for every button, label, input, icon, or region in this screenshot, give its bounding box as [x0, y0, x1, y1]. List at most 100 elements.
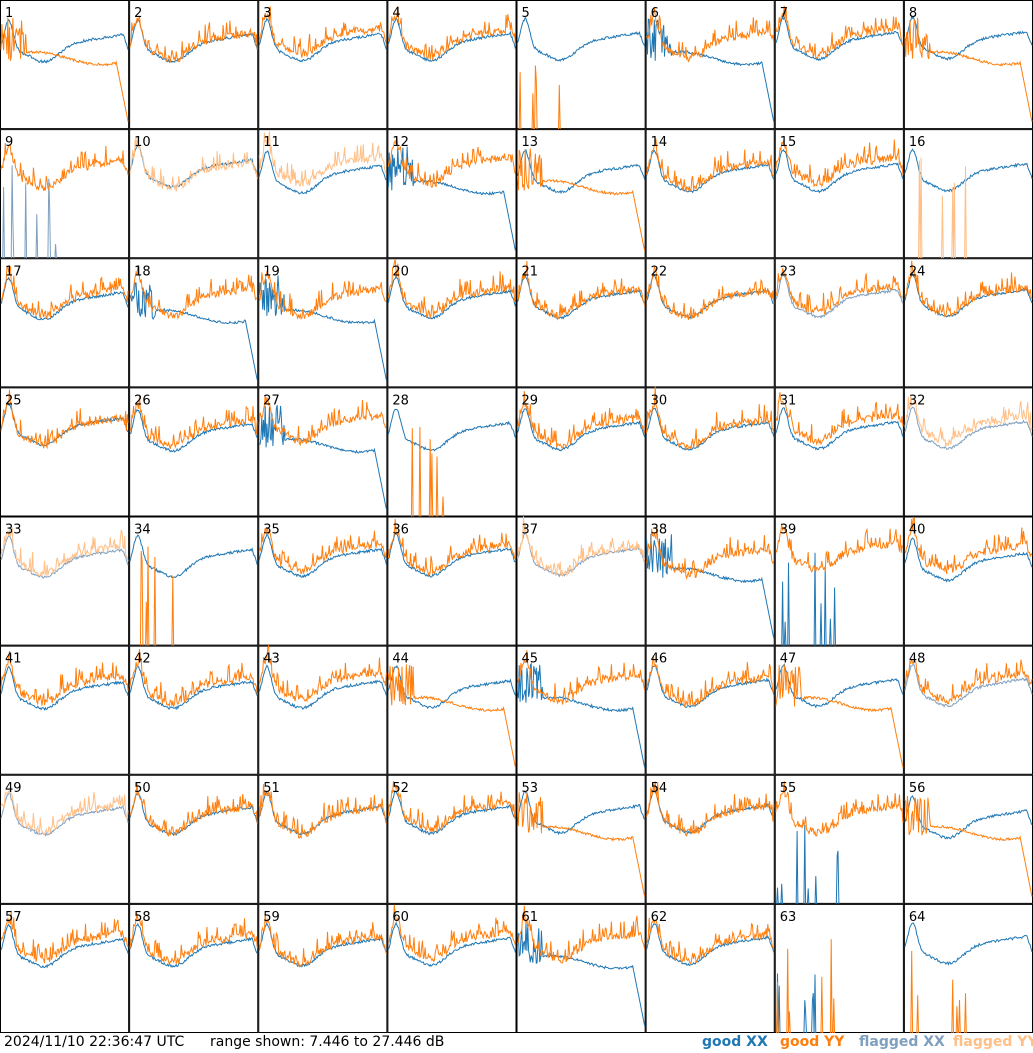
panel-frame [0, 645, 130, 775]
panel-20: 20 [387, 258, 517, 388]
panel-frame [645, 387, 775, 517]
panel-11: 11 [258, 129, 388, 259]
panel-label: 2 [134, 6, 142, 21]
xx-series [387, 921, 516, 967]
yy-series [258, 644, 387, 703]
panel-57: 57 [0, 903, 130, 1033]
yy-series [129, 649, 258, 708]
xx-series [517, 408, 646, 452]
xx-series [517, 662, 646, 768]
yy-series [0, 527, 129, 577]
panel-38: 38 [645, 516, 775, 646]
panel-36: 36 [387, 516, 517, 646]
yy-series [0, 650, 129, 706]
panel-frame [129, 0, 259, 130]
panel-21: 21 [516, 258, 646, 388]
panel-frame [645, 129, 775, 259]
panel-frame [129, 774, 259, 904]
panel-39: 39 [774, 516, 904, 648]
yy-series [904, 260, 1033, 318]
panel-51: 51 [258, 774, 388, 904]
panel-label: 34 [134, 523, 151, 538]
xx-series [904, 662, 1033, 708]
panel-frame [903, 645, 1033, 775]
yy-series [517, 390, 646, 449]
panel-26: 26 [129, 387, 259, 517]
panel-frame [387, 258, 517, 388]
panel-62: 62 [645, 903, 775, 1033]
panel-frame [129, 129, 259, 259]
panel-label: 32 [909, 393, 926, 408]
yy-series [0, 265, 129, 319]
panel-label: 64 [909, 910, 926, 925]
xx-series [129, 534, 258, 579]
panel-frame [129, 516, 259, 646]
xx-series [517, 922, 646, 1026]
panel-label: 61 [522, 910, 539, 925]
yy-series [904, 516, 1033, 574]
panel-12: 12 [387, 129, 517, 259]
yy-series [258, 6, 387, 58]
yy-series [775, 781, 904, 837]
panel-frame [0, 774, 130, 904]
panel-frame [903, 516, 1033, 646]
panel-frame [774, 258, 904, 388]
panel-label: 41 [5, 652, 22, 667]
xx-series [387, 146, 516, 252]
yy-series [646, 266, 775, 320]
panel-label: 49 [5, 781, 22, 796]
yy-series [387, 518, 516, 577]
panel-frame [258, 129, 388, 259]
yy-series [129, 394, 258, 450]
panel-label: 20 [392, 264, 409, 279]
xx-series [904, 15, 1033, 62]
yy-series [387, 137, 516, 189]
yy-series [129, 265, 258, 320]
panel-35: 35 [258, 516, 388, 646]
yy-series [904, 395, 1033, 447]
yy-series [775, 524, 904, 573]
yy-series [258, 784, 387, 839]
yy-series [0, 17, 129, 122]
yy-series [258, 913, 387, 968]
yy-series [646, 917, 775, 965]
panel-label: 12 [392, 135, 409, 150]
panel-49: 49 [0, 774, 130, 904]
xx-series [129, 282, 258, 381]
panel-46: 46 [645, 645, 775, 775]
panel-label: 30 [651, 393, 668, 408]
yy-series [646, 138, 775, 192]
panel-48: 48 [903, 645, 1033, 775]
panel-61: 61 [516, 903, 646, 1033]
panel-label: 7 [780, 6, 788, 21]
panel-52: 52 [387, 774, 517, 904]
panel-label: 9 [5, 135, 13, 150]
panel-23: 23 [774, 258, 904, 388]
xx-series [259, 404, 387, 510]
xx-series [646, 533, 775, 639]
xx-series [387, 532, 516, 578]
panel-frame [387, 0, 517, 130]
xx-series [517, 148, 646, 195]
xx-series [387, 408, 516, 452]
panel-label: 38 [651, 523, 668, 538]
xx-series [904, 922, 1033, 966]
yy-series [517, 650, 646, 705]
panel-label: 31 [780, 393, 797, 408]
yy-series [388, 904, 516, 963]
panel-19: 19 [258, 258, 388, 388]
panel-frame [129, 387, 259, 517]
legend-flagged-yy: flagged YY [953, 1034, 1033, 1050]
panel-24: 24 [903, 258, 1033, 388]
panel-frame [387, 516, 517, 646]
panel-frame [516, 387, 646, 517]
panel-label: 3 [263, 6, 271, 21]
yy-series [387, 5, 516, 61]
panel-label: 5 [522, 6, 530, 21]
panel-label: 60 [392, 910, 409, 925]
yy-series [646, 781, 775, 837]
panel-frame [258, 774, 388, 904]
panel-60: 60 [387, 903, 517, 1033]
panel-label: 51 [263, 781, 280, 796]
